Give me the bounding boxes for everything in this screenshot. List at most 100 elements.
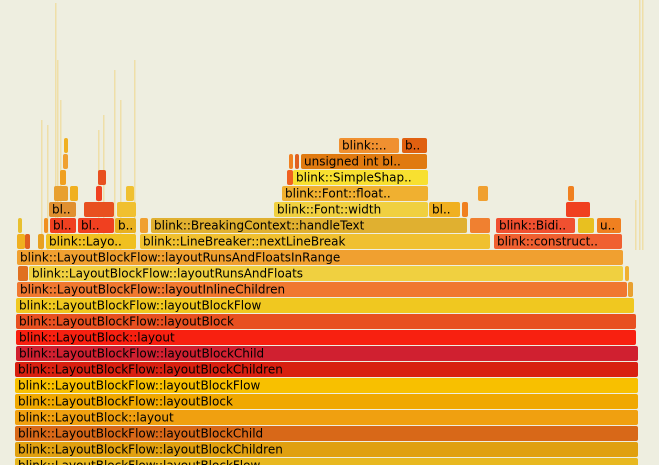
frame[interactable]: blink::BreakingContext::handleText	[151, 218, 467, 233]
frame[interactable]: blink::LineBreaker::nextLineBreak	[140, 234, 490, 249]
frame[interactable]: blink::Bidi..	[496, 218, 575, 233]
frame-label: blink::BreakingContext::handleText	[154, 219, 365, 233]
frame-box	[625, 266, 629, 281]
frame[interactable]: bl..	[50, 218, 76, 233]
frame-label: bl..	[53, 219, 72, 233]
frame[interactable]	[566, 202, 590, 217]
frame[interactable]	[289, 154, 293, 169]
frame-label: blink::LayoutBlock::layout	[18, 411, 174, 425]
frame[interactable]: bl..	[49, 202, 76, 217]
frame[interactable]: blink::LayoutBlockFlow::layoutBlockChild…	[15, 442, 638, 457]
frame-label: u..	[600, 219, 615, 233]
frame[interactable]	[126, 186, 134, 201]
frame-label: blink::Font::width	[277, 203, 381, 217]
frame[interactable]: blink::Layo..	[46, 234, 136, 249]
spike	[635, 200, 637, 250]
frame-box	[301, 154, 427, 169]
frame[interactable]	[18, 218, 22, 233]
frame[interactable]	[462, 202, 468, 217]
frame[interactable]: blink::LayoutBlockFlow::layoutRunsAndFlo…	[17, 250, 623, 265]
frame[interactable]	[54, 186, 68, 201]
frame-box	[126, 186, 134, 201]
frame-box	[84, 202, 114, 217]
frame-box	[470, 218, 490, 233]
frame[interactable]: blink::LayoutBlock::layout	[16, 330, 636, 345]
frame-box	[402, 138, 427, 153]
frame[interactable]	[117, 202, 136, 217]
frame[interactable]: blink::LayoutBlockFlow::layoutBlock	[16, 314, 636, 329]
frame[interactable]	[64, 138, 68, 153]
frame-box	[16, 330, 636, 345]
frame[interactable]: blink::LayoutBlockFlow::layoutBlockFlow	[15, 458, 638, 465]
frame[interactable]: blink::construct..	[494, 234, 622, 249]
frame[interactable]: blink::LayoutBlockFlow::layoutRunsAndFlo…	[29, 266, 623, 281]
spike	[642, 0, 644, 250]
frame[interactable]	[60, 170, 66, 185]
frame[interactable]: unsigned int bl..	[301, 154, 427, 169]
frame[interactable]	[568, 186, 574, 201]
frame-box	[293, 170, 428, 185]
frame[interactable]: blink::LayoutBlockFlow::layoutBlockChild	[16, 346, 638, 361]
frame[interactable]	[44, 218, 48, 233]
frame-label: blink::SimpleShap..	[296, 171, 412, 185]
frame[interactable]	[625, 266, 629, 281]
frame[interactable]: blink::Font::float..	[282, 186, 428, 201]
frame[interactable]	[70, 186, 78, 201]
frame[interactable]	[140, 218, 148, 233]
frame[interactable]	[96, 186, 102, 201]
frame[interactable]	[17, 234, 25, 249]
frame[interactable]	[98, 170, 106, 185]
frame[interactable]	[578, 218, 594, 233]
frame-box	[274, 202, 428, 217]
frame[interactable]	[287, 170, 293, 185]
frame[interactable]: blink::LayoutBlockFlow::layoutBlockChild…	[15, 362, 638, 377]
frame[interactable]: bl..	[429, 202, 460, 217]
frame-box	[15, 362, 638, 377]
frame[interactable]: blink::LayoutBlockFlow::layoutBlockFlow	[16, 298, 634, 313]
frame[interactable]: blink::Font::width	[274, 202, 428, 217]
frame[interactable]	[25, 234, 30, 249]
frame-box	[60, 170, 66, 185]
frame[interactable]: blink::LayoutBlockFlow::layoutBlock	[15, 394, 638, 409]
frame[interactable]	[18, 266, 28, 281]
frame-label: bl..	[52, 203, 71, 217]
frame[interactable]	[478, 186, 488, 201]
frame-box	[54, 186, 68, 201]
frame[interactable]: b..	[402, 138, 427, 153]
frame-box	[18, 266, 28, 281]
frame-box	[38, 234, 44, 249]
frame-label: blink::LayoutBlockFlow::layoutBlockChild…	[18, 363, 283, 377]
frame-box	[597, 218, 621, 233]
spike	[55, 3, 57, 250]
frame[interactable]: b..	[115, 218, 136, 233]
frame-box	[568, 186, 574, 201]
frame-box	[16, 314, 636, 329]
frame[interactable]: blink::LayoutBlockFlow::layoutInlineChil…	[17, 282, 627, 297]
frame[interactable]: blink::SimpleShap..	[293, 170, 428, 185]
frame[interactable]: u..	[597, 218, 621, 233]
frame[interactable]	[38, 234, 44, 249]
frame[interactable]	[295, 154, 299, 169]
frame[interactable]	[84, 202, 114, 217]
frame-box	[98, 170, 106, 185]
frame[interactable]: blink::..	[339, 138, 399, 153]
frame-label: bl..	[81, 219, 100, 233]
frame-box	[289, 154, 293, 169]
spike	[41, 120, 43, 250]
frame[interactable]	[470, 218, 490, 233]
frame-box	[115, 218, 136, 233]
frame-box	[15, 394, 638, 409]
frame-box	[25, 234, 30, 249]
frame-label: blink::LayoutBlock::layout	[19, 331, 175, 345]
frame[interactable]	[63, 154, 68, 169]
frame-box	[496, 218, 575, 233]
frame[interactable]: blink::LayoutBlock::layout	[15, 410, 638, 425]
frame-label: blink::LayoutBlockFlow::layoutBlockChild	[19, 347, 264, 361]
frame[interactable]: blink::LayoutBlockFlow::layoutBlockChild	[15, 426, 638, 441]
frame[interactable]	[628, 282, 633, 297]
frame[interactable]: blink::LayoutBlockFlow::layoutBlockFlow	[15, 378, 638, 393]
frame-label: b..	[405, 139, 420, 153]
frame-label: bl..	[432, 203, 451, 217]
frame-box	[15, 426, 638, 441]
frame[interactable]: bl..	[78, 218, 114, 233]
